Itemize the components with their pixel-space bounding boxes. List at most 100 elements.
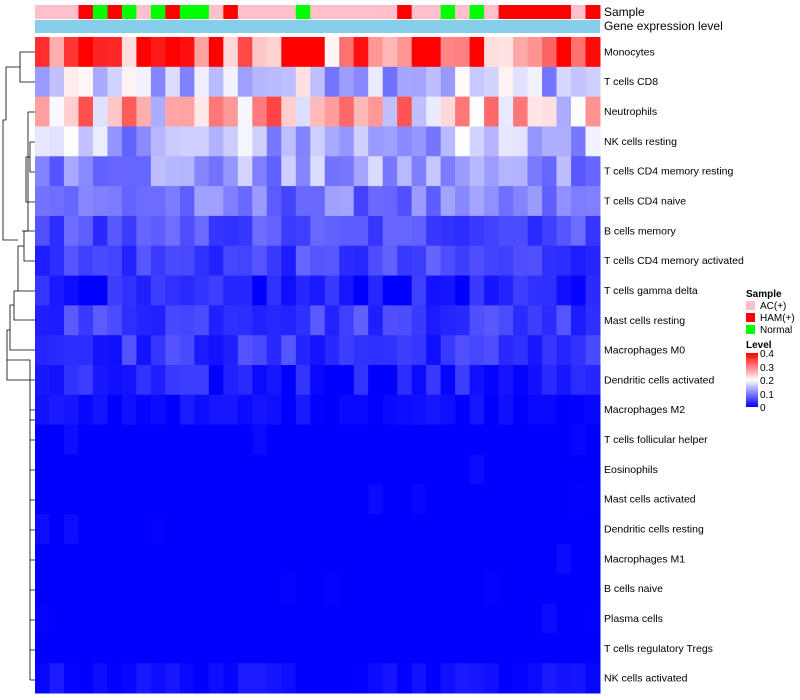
heatmap-cells: [35, 37, 601, 694]
heatmap-cell: [382, 245, 398, 277]
heatmap-cell: [513, 394, 529, 426]
heatmap-cell: [527, 66, 543, 98]
heatmap-cell: [411, 484, 427, 515]
heatmap-cell: [353, 603, 369, 634]
row-label: Macrophages M2: [604, 404, 685, 416]
heatmap-cell: [411, 394, 427, 426]
heatmap-cell: [237, 573, 253, 605]
heatmap-cell: [266, 543, 282, 575]
sample-legend: Sample AC(+) HAM(+) Normal: [746, 289, 795, 336]
heatmap-cell: [295, 365, 311, 396]
heatmap-cell: [469, 96, 485, 127]
heatmap-cell: [266, 633, 282, 664]
heatmap-cell: [484, 633, 500, 664]
heatmap-cell: [455, 573, 471, 605]
heatmap-cell: [295, 633, 311, 664]
heatmap-cell: [469, 66, 485, 98]
heatmap-cell: [368, 603, 384, 634]
heatmap-cell: [585, 215, 601, 247]
heatmap-cell: [353, 633, 369, 664]
sample-cell: [281, 5, 297, 19]
heatmap-cell: [121, 663, 137, 694]
sample-cell: [455, 5, 471, 19]
heatmap-cell: [252, 215, 268, 247]
heatmap-cell: [107, 156, 123, 187]
heatmap-cell: [542, 663, 558, 694]
heatmap-cell: [469, 305, 485, 336]
heatmap-cell: [426, 66, 442, 98]
row-label: Neutrophils: [604, 106, 657, 118]
heatmap-cell: [339, 275, 355, 306]
heatmap-cell: [165, 663, 181, 694]
heatmap-cell: [527, 96, 543, 127]
heatmap-cell: [368, 424, 384, 455]
heatmap-cell: [310, 215, 326, 247]
heatmap-cell: [310, 245, 326, 277]
heatmap-cell: [484, 394, 500, 426]
heatmap-cell: [35, 633, 50, 664]
heatmap-cell: [310, 186, 326, 217]
heatmap-cell: [165, 514, 181, 545]
heatmap-cell: [35, 335, 50, 366]
level-tick-0.1: 0.1: [760, 390, 774, 401]
heatmap-cell: [498, 424, 514, 455]
heatmap-cell: [92, 394, 108, 426]
heatmap-cell: [513, 514, 529, 545]
gene-expression-bar: [35, 20, 600, 33]
heatmap-cell: [527, 484, 543, 515]
heatmap-cell: [107, 663, 123, 694]
heatmap-cell: [49, 215, 65, 247]
heatmap-cell: [556, 275, 572, 306]
heatmap-cell: [498, 275, 514, 306]
heatmap-cell: [179, 424, 195, 455]
heatmap-cell: [339, 96, 355, 127]
heatmap-cell: [208, 186, 224, 217]
heatmap-cell: [223, 514, 239, 545]
sample-cell: [556, 5, 572, 19]
heatmap-cell: [121, 335, 137, 366]
heatmap-cell: [339, 663, 355, 694]
row-label: T cells CD4 memory activated: [604, 255, 744, 267]
row-label: Monocytes: [604, 46, 655, 58]
sample-cell: [237, 5, 253, 19]
heatmap-cell: [455, 215, 471, 247]
heatmap-cell: [426, 543, 442, 575]
heatmap-cell: [368, 156, 384, 187]
heatmap-cell: [382, 37, 398, 68]
legend-swatch-ham: [746, 313, 755, 322]
heatmap-cell: [411, 514, 427, 545]
heatmap-cell: [136, 96, 152, 127]
heatmap-cell: [353, 305, 369, 336]
heatmap-cell: [165, 394, 181, 426]
heatmap-cell: [136, 126, 152, 157]
heatmap-cell: [281, 394, 297, 426]
heatmap-cell: [63, 365, 79, 396]
heatmap-cell: [585, 245, 601, 277]
heatmap-cell: [165, 454, 181, 485]
row-label: Dendritic cells resting: [604, 524, 704, 536]
heatmap-cell: [223, 37, 239, 68]
heatmap-cell: [237, 37, 253, 68]
heatmap-cell: [136, 633, 152, 664]
heatmap-cell: [571, 424, 587, 455]
heatmap-cell: [223, 156, 239, 187]
heatmap-cell: [295, 275, 311, 306]
heatmap-cell: [208, 484, 224, 515]
sample-cell: [107, 5, 123, 19]
heatmap-cell: [194, 335, 210, 366]
heatmap-cell: [571, 603, 587, 634]
heatmap-cell: [556, 245, 572, 277]
heatmap-cell: [165, 37, 181, 68]
heatmap-cell: [469, 275, 485, 306]
heatmap-cell: [78, 37, 94, 68]
heatmap-cell: [498, 633, 514, 664]
heatmap-cell: [498, 365, 514, 396]
heatmap-cell: [324, 126, 340, 157]
heatmap-cell: [266, 484, 282, 515]
heatmap-cell: [63, 96, 79, 127]
heatmap-cell: [339, 484, 355, 515]
heatmap-cell: [107, 424, 123, 455]
heatmap-cell: [150, 335, 166, 366]
heatmap-cell: [353, 275, 369, 306]
heatmap-cell: [498, 573, 514, 605]
